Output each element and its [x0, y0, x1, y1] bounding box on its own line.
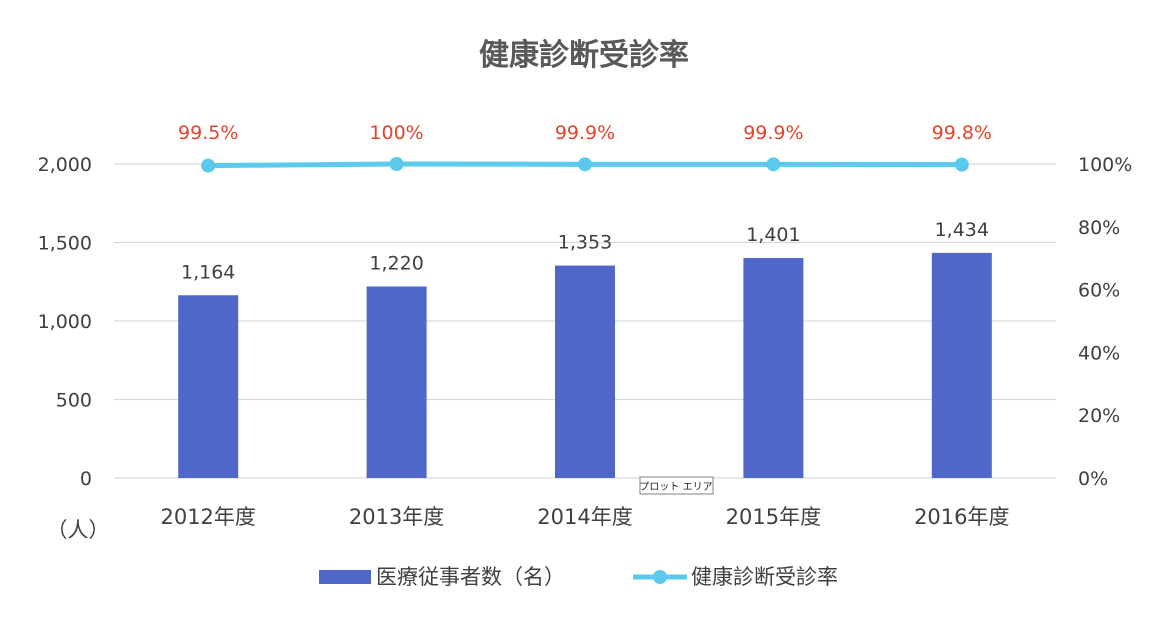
x-category-label: 2016年度 — [914, 505, 1009, 529]
legend-swatch-marker — [653, 570, 667, 584]
line-series — [201, 157, 969, 173]
y-tick-label: 2,000 — [38, 154, 92, 176]
line-data-label: 99.9% — [555, 122, 615, 144]
line-data-label: 99.9% — [743, 122, 803, 144]
tooltip-text: プロット エリア — [639, 481, 712, 493]
y-axis-unit-label: （人） — [47, 518, 110, 542]
plot-area-tooltip: プロット エリア — [639, 476, 714, 495]
y-axis-left: 0 500 1,000 1,500 2,000 — [38, 154, 92, 490]
y-axis-right: 0% 20% 40% 60% 80% 100% — [1078, 154, 1132, 490]
line-point — [766, 157, 781, 172]
y2-tick-label: 80% — [1078, 217, 1120, 239]
legend-label: 医療従事者数（名） — [376, 565, 565, 589]
line-point — [389, 157, 404, 171]
y-tick-label: 0 — [80, 468, 92, 490]
legend-label: 健康診断受診率 — [691, 565, 838, 589]
x-axis: 2012年度 2013年度 2014年度 2015年度 2016年度 — [160, 505, 1009, 529]
x-category-label: 2014年度 — [537, 505, 632, 529]
bar-data-label: 1,220 — [369, 252, 423, 274]
legend-swatch-bar — [319, 570, 371, 584]
bar-data-label: 1,401 — [746, 224, 800, 246]
legend: 医療従事者数（名） 健康診断受診率 — [319, 565, 838, 589]
y-tick-label: 1,500 — [38, 233, 92, 255]
chart-title: 健康診断受診率 — [479, 38, 689, 73]
bar — [931, 252, 992, 478]
y2-tick-label: 100% — [1078, 154, 1132, 176]
tooltip-box — [639, 476, 714, 495]
line-point — [578, 157, 592, 172]
y-tick-label: 500 — [56, 390, 92, 412]
bar-data-labels: 1,164 1,220 1,353 1,401 1,434 — [181, 219, 989, 283]
line-data-label: 99.8% — [932, 122, 992, 144]
bar — [555, 265, 615, 478]
bar-series — [178, 252, 992, 478]
y2-tick-label: 40% — [1078, 342, 1120, 364]
bar-data-label: 1,434 — [935, 219, 989, 241]
x-category-label: 2015年度 — [726, 505, 821, 529]
y2-tick-label: 60% — [1078, 280, 1120, 302]
line-point — [201, 158, 216, 173]
line-point — [954, 157, 969, 172]
y2-tick-label: 20% — [1078, 405, 1120, 427]
bar — [366, 286, 427, 478]
bar-data-label: 1,353 — [558, 232, 612, 254]
x-category-label: 2013年度 — [349, 505, 444, 529]
bar-data-label: 1,164 — [181, 261, 235, 283]
bar — [178, 295, 239, 478]
bar — [743, 258, 804, 478]
line-data-labels: 99.5% 100% 99.9% 99.9% 99.8% — [178, 122, 992, 144]
y2-tick-label: 0% — [1078, 468, 1108, 490]
line-data-label: 100% — [369, 122, 423, 144]
y-tick-label: 1,000 — [38, 311, 92, 333]
line-data-label: 99.5% — [178, 122, 238, 144]
x-category-label: 2012年度 — [160, 505, 255, 529]
